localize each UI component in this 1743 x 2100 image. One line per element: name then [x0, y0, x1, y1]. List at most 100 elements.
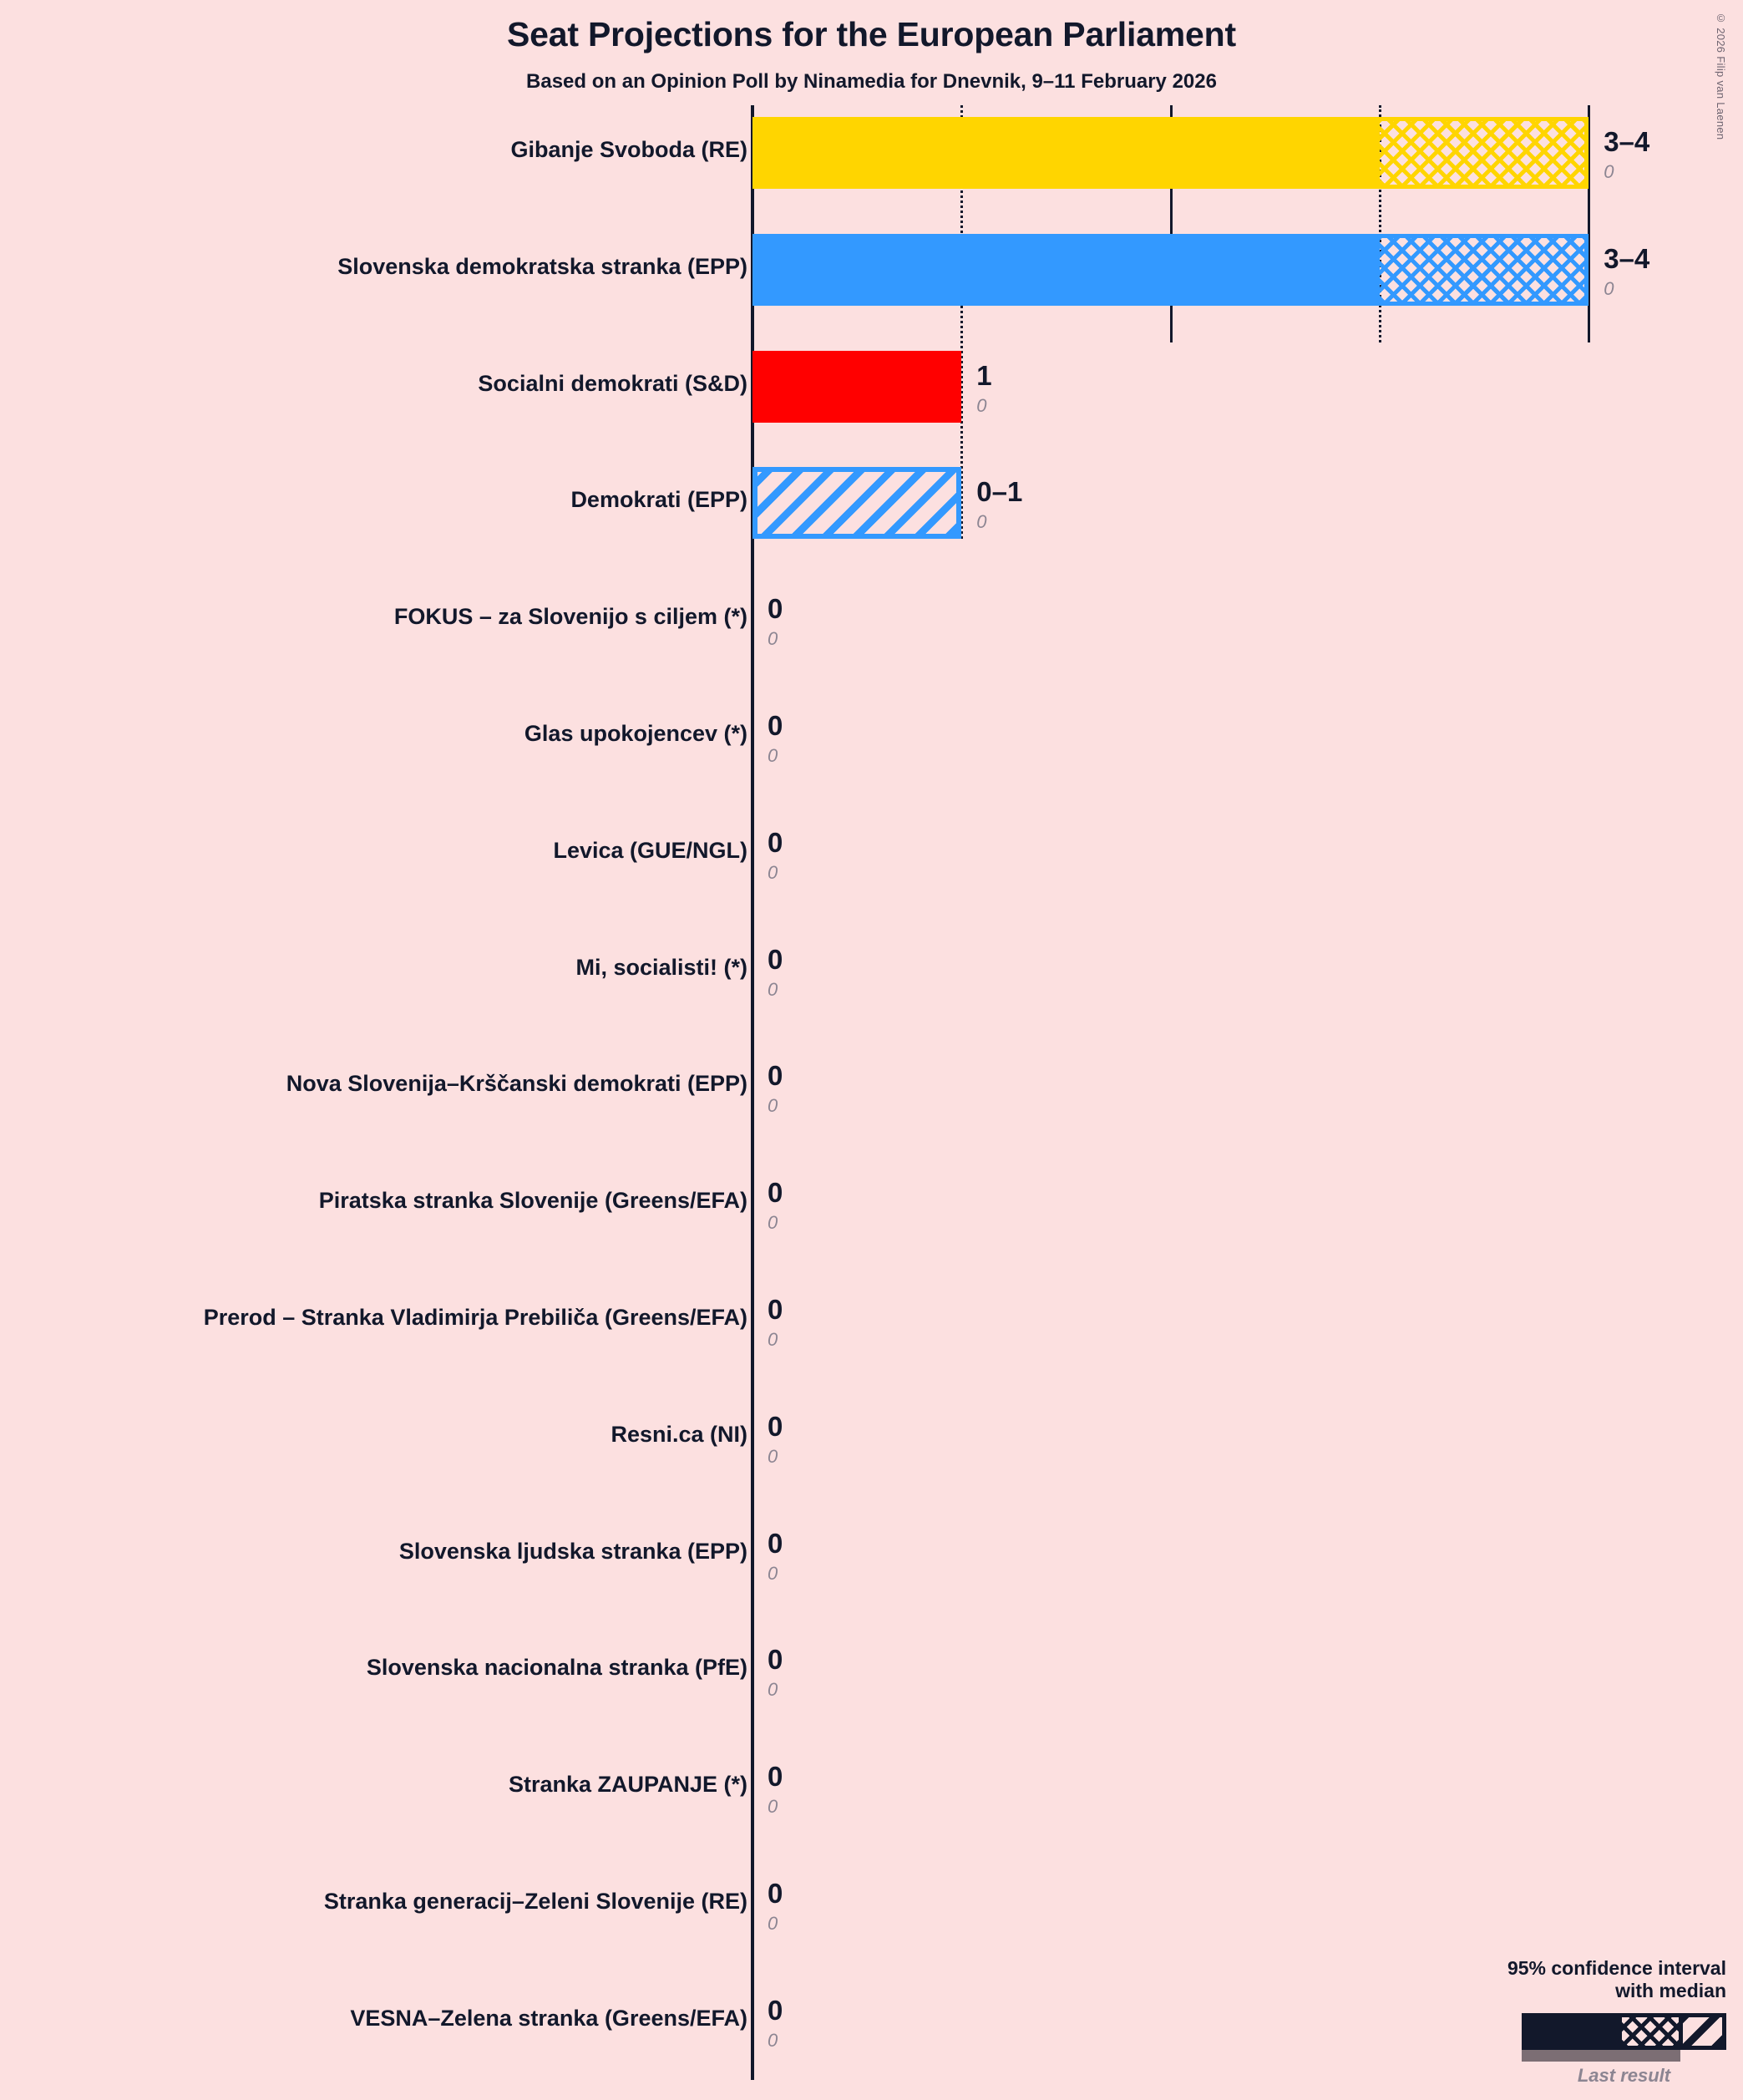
table-row: VESNA–Zelena stranka (Greens/EFA) 0 0 [0, 1986, 1743, 2057]
table-row: Piratska stranka Slovenije (Greens/EFA) 0… [0, 1168, 1743, 1240]
copyright-notice: © 2026 Filip van Laenen [1715, 12, 1727, 140]
last-result-value: 0 [1604, 277, 1614, 299]
table-row: Stranka ZAUPANJE (*) 0 0 [0, 1752, 1743, 1824]
table-row: Prerod – Stranka Vladimirja Prebiliča (G… [0, 1285, 1743, 1357]
legend-swatches [1442, 2013, 1726, 2062]
table-row: Slovenska ljudska stranka (EPP) 0 0 [0, 1519, 1743, 1590]
last-result-value: 0 [768, 978, 778, 1000]
party-label: Demokrati (EPP) [570, 487, 747, 513]
median-segment [752, 350, 962, 423]
page-title: Seat Projections for the European Parlia… [507, 15, 1236, 53]
party-label: Mi, socialisti! (*) [575, 954, 747, 980]
table-row: FOKUS – za Slovenijo s ciljem (*) 0 0 [0, 584, 1743, 656]
median-segment [752, 233, 1380, 306]
seat-bar [752, 117, 1589, 189]
table-row: Nova Slovenija–Krščanski demokrati (EPP)… [0, 1051, 1743, 1123]
party-label: Nova Slovenija–Krščanski demokrati (EPP) [286, 1071, 747, 1097]
last-result-value: 0 [768, 2029, 778, 2051]
seat-bar [752, 467, 962, 540]
table-row: Resni.ca (NI) 0 0 [0, 1402, 1743, 1474]
seat-value: 0 [768, 1527, 783, 1559]
seat-value: 3–4 [1604, 126, 1650, 157]
table-row: Levica (GUE/NGL) 0 0 [0, 818, 1743, 890]
gridline-1 [960, 105, 964, 540]
party-label: Prerod – Stranka Vladimirja Prebiliča (G… [203, 1305, 747, 1330]
table-row: Gibanje Svoboda (RE) 3–4 0 [0, 117, 1743, 189]
last-result-value: 0 [768, 1913, 778, 1934]
confidence-interval-segment [1379, 117, 1589, 189]
seat-value: 0 [768, 826, 783, 858]
last-result-value: 0 [768, 628, 778, 650]
last-result-value: 0 [976, 511, 987, 533]
seat-value: 0 [768, 1994, 783, 2026]
party-label: Piratska stranka Slovenije (Greens/EFA) [318, 1188, 747, 1214]
party-label: Stranka generacij–Zeleni Slovenije (RE) [323, 1889, 747, 1914]
seat-value: 0 [768, 710, 783, 741]
seat-value: 0 [768, 943, 783, 975]
party-label: Socialni demokrati (S&D) [478, 370, 747, 396]
confidence-interval-segment [752, 467, 962, 540]
last-result-value: 0 [768, 1445, 778, 1467]
table-row: Slovenska nacionalna stranka (PfE) 0 0 [0, 1635, 1743, 1707]
party-label: VESNA–Zelena stranka (Greens/EFA) [350, 2005, 747, 2031]
seat-value: 3–4 [1604, 242, 1650, 274]
table-row: Mi, socialisti! (*) 0 0 [0, 935, 1743, 1007]
seat-value-block: 0–1 0 [976, 478, 1022, 531]
seat-value: 0 [768, 1294, 783, 1325]
party-label: FOKUS – za Slovenijo s ciljem (*) [393, 604, 747, 630]
legend-line-2: with median [1615, 1980, 1726, 2002]
legend-interval-bar [1522, 2013, 1726, 2050]
seat-value: 0 [768, 593, 783, 625]
last-result-value: 0 [768, 1095, 778, 1117]
seat-bar [752, 350, 962, 423]
table-row: Socialni demokrati (S&D) 1 0 [0, 350, 1743, 423]
seat-value-block: 3–4 0 [1604, 245, 1649, 298]
legend: 95% confidence interval with median Last… [1442, 1957, 1726, 2087]
last-result-value: 0 [1604, 161, 1614, 182]
seat-value: 0 [768, 1761, 783, 1793]
gridline-4 [1588, 105, 1591, 342]
seat-value: 0 [768, 1410, 783, 1442]
seat-value: 0 [768, 1644, 783, 1676]
last-result-value: 0 [768, 1329, 778, 1350]
legend-cross-hatch-segment [1622, 2013, 1679, 2050]
table-row: Slovenska demokratska stranka (EPP) 3–4 0 [0, 233, 1743, 306]
last-result-value: 0 [768, 1212, 778, 1234]
party-label: Resni.ca (NI) [611, 1421, 747, 1447]
seat-bar [752, 233, 1589, 306]
party-label: Levica (GUE/NGL) [553, 837, 747, 863]
legend-line-1: 95% confidence interval [1507, 1956, 1726, 1979]
legend-diagonal-hatch-segment [1679, 2013, 1726, 2050]
chart-subtitle: Based on an Opinion Poll by Ninamedia fo… [526, 70, 1217, 93]
seat-value: 0 [768, 1878, 783, 1909]
party-label: Stranka ZAUPANJE (*) [508, 1772, 747, 1798]
gridline-2 [1169, 105, 1173, 342]
seat-value: 0 [768, 1060, 783, 1092]
last-result-value: 0 [768, 1796, 778, 1818]
party-label: Slovenska demokratska stranka (EPP) [337, 253, 747, 279]
last-result-value: 0 [768, 745, 778, 766]
party-label: Gibanje Svoboda (RE) [510, 137, 747, 162]
legend-last-result-bar [1522, 2050, 1680, 2062]
last-result-value: 0 [768, 1562, 778, 1584]
party-label: Slovenska nacionalna stranka (PfE) [366, 1655, 747, 1681]
seat-value: 0 [768, 1177, 783, 1209]
party-label: Slovenska ljudska stranka (EPP) [398, 1538, 747, 1564]
last-result-value: 0 [768, 861, 778, 883]
median-segment [752, 117, 1380, 189]
seat-value: 0–1 [976, 476, 1023, 508]
